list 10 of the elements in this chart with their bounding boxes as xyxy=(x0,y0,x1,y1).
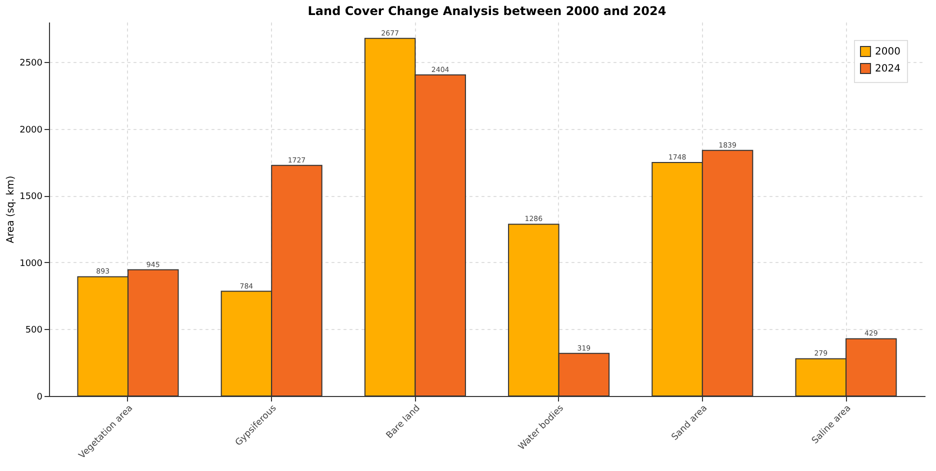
legend-label: 2000 xyxy=(875,46,900,58)
y-tick-label: 500 xyxy=(25,326,43,336)
legend-label: 2024 xyxy=(875,64,900,74)
chart-title: Land Cover Change Analysis between 2000 and 2024 xyxy=(308,4,666,18)
y-tick-label: 2000 xyxy=(20,125,43,136)
y-tick-label: 0 xyxy=(36,392,43,402)
y-tick-label: 2500 xyxy=(20,58,43,69)
y-tick-label: 1500 xyxy=(20,192,43,202)
y-axis-title: Area (sq. km) xyxy=(6,176,17,244)
y-tick-label: 1000 xyxy=(20,258,43,269)
